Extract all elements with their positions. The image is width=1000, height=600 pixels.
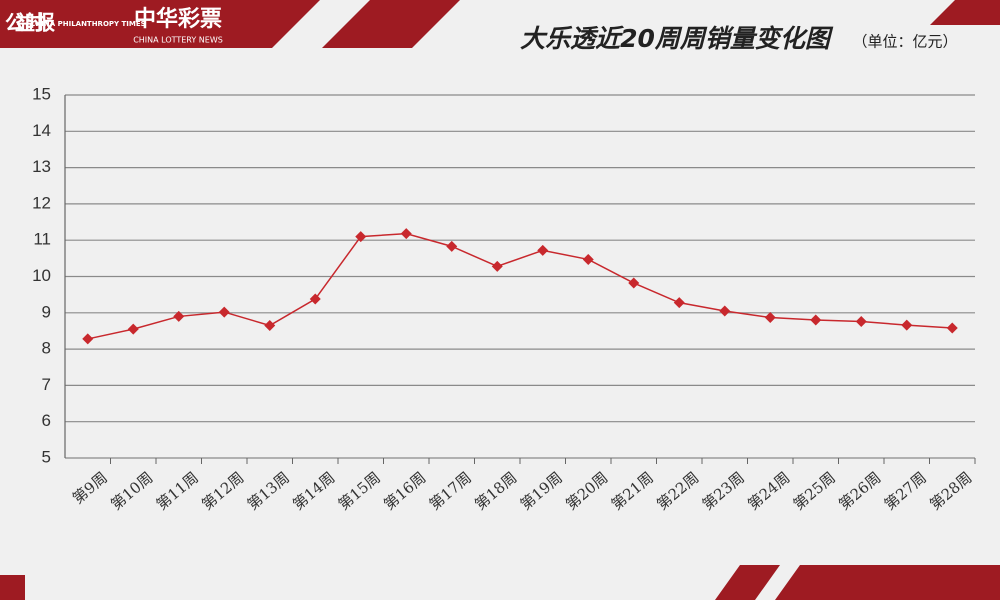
- marker: [446, 240, 458, 252]
- marker: [264, 320, 276, 332]
- y-tick-label: 11: [33, 230, 51, 249]
- y-tick-label: 15: [32, 84, 51, 103]
- marker: [810, 314, 822, 326]
- y-tick-label: 13: [32, 157, 51, 176]
- y-tick-label: 7: [42, 375, 51, 394]
- chart-title: 大乐透近20周周销量变化图: [520, 24, 834, 53]
- marker: [218, 306, 230, 318]
- marker: [355, 231, 367, 243]
- marker: [173, 310, 185, 322]
- corner-stripe: [775, 565, 1000, 600]
- marker: [400, 228, 412, 240]
- marker: [537, 244, 549, 256]
- y-tick-label: 12: [32, 193, 51, 212]
- corner-stripe: [930, 0, 1000, 25]
- marker: [582, 253, 594, 265]
- marker: [491, 260, 503, 272]
- marker: [127, 323, 139, 335]
- marker: [628, 277, 640, 289]
- marker: [855, 316, 867, 328]
- chart-subtitle: （单位：亿元）: [852, 33, 957, 51]
- y-tick-label: 5: [42, 447, 51, 466]
- brand: 中华彩票: [134, 6, 222, 32]
- y-tick-label: 10: [32, 266, 51, 285]
- corner-stripe: [715, 565, 780, 600]
- y-tick-label: 14: [32, 121, 51, 140]
- marker: [901, 319, 913, 331]
- marker: [673, 297, 685, 309]
- marker: [82, 333, 94, 345]
- marker: [946, 322, 958, 334]
- marker: [719, 305, 731, 317]
- y-tick-label: 6: [42, 411, 51, 430]
- marker: [309, 293, 321, 305]
- marker: [764, 312, 776, 324]
- y-tick-label: 9: [42, 302, 51, 321]
- header-stripe: [272, 0, 360, 48]
- brand-en: CHINA LOTTERY NEWS: [133, 36, 223, 45]
- y-tick-label: 8: [42, 339, 51, 358]
- corner-stripe: [0, 575, 25, 600]
- header-stripe: [322, 0, 460, 48]
- brand-en: CHINA PHILANTHROPY TIMES: [30, 20, 145, 28]
- header-band: [0, 0, 335, 48]
- line: [87, 232, 953, 340]
- brand: 公益时报: [5, 11, 55, 35]
